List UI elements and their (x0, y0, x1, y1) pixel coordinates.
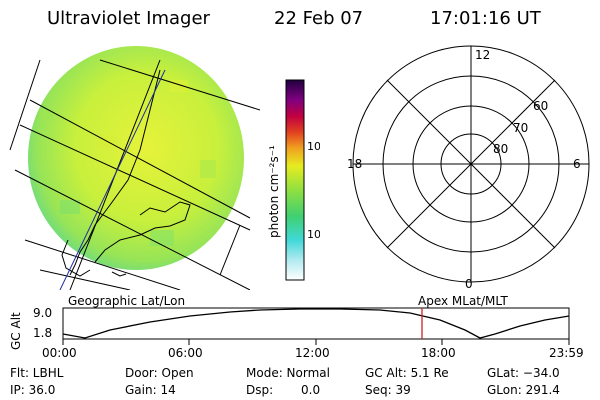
apex-grid-label: Apex MLat/MLT (418, 294, 508, 308)
altitude-xtick-2359: 23:59 (549, 346, 584, 360)
status-gc-alt: GC Alt: 5.1 Re (365, 366, 449, 380)
earth-disk (28, 46, 244, 270)
image-noise (40, 80, 216, 246)
altitude-xtick-1200: 12:00 (295, 346, 330, 360)
altitude-curve (62, 308, 570, 339)
status-gain: Gain: 14 (125, 383, 176, 397)
mlt-label-dawn: 6 (573, 157, 581, 171)
coastline (61, 69, 191, 277)
status-mode: Mode: Normal (246, 366, 330, 380)
colorbar-scale (285, 79, 305, 281)
mlt-label-dusk: 18 (347, 157, 362, 171)
geographic-grid-label: Geographic Lat/Lon (68, 294, 186, 308)
altitude-axis-label: GC Alt (9, 312, 23, 350)
graticule-lines (9, 59, 260, 290)
altitude-low-tick: 1.8 (33, 326, 52, 340)
mlat-label-70: 70 (513, 121, 528, 135)
altitude-xtick-0600: 06:00 (168, 346, 203, 360)
altitude-xtick-0000: 00:00 (42, 346, 77, 360)
instrument-title: Ultraviolet Imager (47, 8, 210, 29)
status-ip: IP: 36.0 (10, 383, 56, 397)
colorbar-tick-10: 10 (307, 228, 320, 241)
time-label: 17:01:16 UT (430, 8, 541, 29)
status-glon: GLon: 291.4 (487, 383, 560, 397)
colorbar: 100 10 photon cm⁻²s⁻¹ (267, 79, 320, 281)
status-filter: Flt: LBHL (10, 366, 64, 380)
altitude-high-tick: 9.0 (33, 306, 52, 320)
mlt-label-noon: 12 (475, 48, 490, 62)
status-dsp-label: Dsp: (246, 383, 274, 397)
polar-rings (352, 45, 590, 283)
date-label: 22 Feb 07 (274, 8, 364, 29)
colorbar-unit-label: photon cm⁻²s⁻¹ (267, 145, 281, 238)
polar-mlt-plot: 12 6 0 18 60 70 80 (347, 45, 590, 291)
footprint-line (59, 69, 166, 290)
mlat-label-60: 60 (533, 99, 548, 113)
mlt-label-midnight: 0 (465, 277, 473, 291)
status-door: Door: Open (125, 366, 194, 380)
status-glat: GLat: −34.0 (487, 366, 560, 380)
altitude-plot: GC Alt 9.0 1.8 (9, 306, 570, 350)
status-dsp-value: 0.0 (301, 383, 321, 397)
colorbar-tick-100: 100 (307, 140, 320, 153)
status-seq: Seq: 39 (365, 383, 411, 397)
mlat-label-80: 80 (493, 142, 508, 156)
altitude-x-ticks (62, 339, 570, 345)
uv-image-panel (9, 46, 260, 290)
altitude-xtick-1800: 18:00 (421, 346, 456, 360)
